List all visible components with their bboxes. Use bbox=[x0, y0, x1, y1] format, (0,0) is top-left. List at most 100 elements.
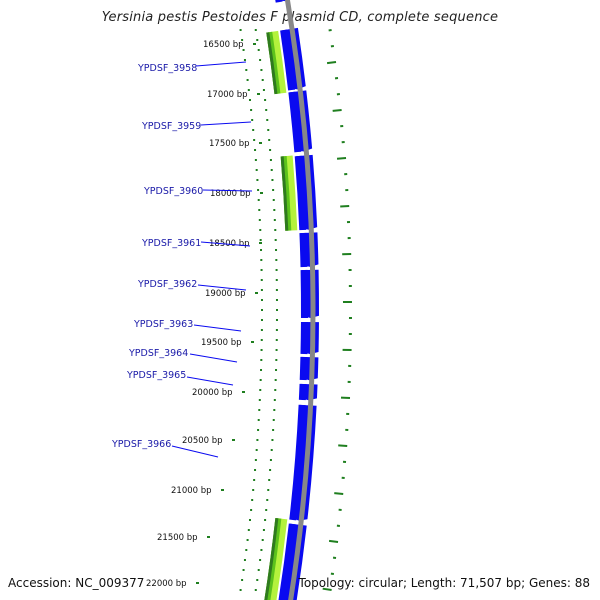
gene-leader-line bbox=[202, 189, 253, 192]
backbone-circle bbox=[284, 0, 316, 600]
track-dot bbox=[239, 29, 242, 31]
track-dash bbox=[334, 492, 344, 495]
track-dot bbox=[242, 49, 245, 51]
track-dot bbox=[260, 299, 263, 301]
gene-label: YPDSF_3965 bbox=[126, 370, 186, 381]
track-dot bbox=[250, 109, 253, 111]
track-dot bbox=[273, 409, 276, 411]
track-dot bbox=[254, 149, 257, 151]
track-dot bbox=[260, 369, 263, 371]
track-dot bbox=[254, 589, 257, 591]
track-dot bbox=[275, 369, 278, 371]
gene-leader-line bbox=[171, 445, 219, 458]
track-dot bbox=[268, 479, 271, 481]
track-dash bbox=[332, 109, 342, 112]
bp-tick-label: 22000 bp bbox=[146, 579, 187, 589]
track-dot bbox=[271, 179, 274, 181]
gene-arrow bbox=[276, 0, 288, 2]
track-dot bbox=[257, 569, 260, 571]
track-dot bbox=[272, 429, 275, 431]
track-dot bbox=[264, 99, 267, 101]
track-dot bbox=[261, 539, 264, 541]
track-dot bbox=[242, 569, 245, 571]
track-dot bbox=[265, 509, 268, 511]
track-dot bbox=[247, 89, 250, 91]
track-dot bbox=[245, 69, 248, 71]
bp-tick-mark bbox=[259, 142, 262, 144]
bp-tick-mark bbox=[253, 43, 256, 45]
track-dot bbox=[262, 89, 265, 91]
track-dot bbox=[259, 379, 262, 381]
track-dot bbox=[260, 69, 263, 71]
track-dot bbox=[239, 589, 242, 591]
track-dot bbox=[259, 229, 262, 231]
bp-tick-label: 21000 bp bbox=[171, 486, 212, 496]
gene-leader-line bbox=[186, 376, 234, 386]
gc-skew-track bbox=[264, 30, 298, 600]
track-dot bbox=[269, 469, 272, 471]
track-dot bbox=[260, 259, 263, 261]
track-dot bbox=[275, 299, 278, 301]
track-dot bbox=[273, 399, 276, 401]
track-dot bbox=[251, 119, 254, 121]
gc-dotted-tracks bbox=[239, 29, 278, 591]
track-dot bbox=[247, 529, 250, 531]
gene-label: YPDSF_3963 bbox=[133, 319, 193, 330]
track-dot bbox=[243, 559, 246, 561]
track-dot bbox=[271, 439, 274, 441]
backbone bbox=[284, 0, 316, 600]
track-dot bbox=[241, 579, 244, 581]
track-dot bbox=[260, 319, 263, 321]
track-dot bbox=[269, 459, 272, 461]
track-dot bbox=[261, 79, 264, 81]
track-dot bbox=[275, 319, 278, 321]
track-dot bbox=[257, 49, 260, 51]
track-dot bbox=[254, 29, 257, 31]
track-dot bbox=[272, 199, 275, 201]
track-dot bbox=[267, 129, 270, 131]
bp-tick-mark bbox=[259, 242, 262, 244]
track-dot bbox=[258, 409, 261, 411]
track-dot bbox=[248, 99, 251, 101]
track-dot bbox=[256, 439, 259, 441]
track-dot bbox=[273, 209, 276, 211]
track-dot bbox=[260, 549, 263, 551]
gene-leader-line bbox=[193, 324, 242, 332]
bp-tick-mark bbox=[221, 489, 224, 491]
track-dot bbox=[275, 269, 278, 271]
track-dot bbox=[259, 59, 262, 61]
track-dot bbox=[253, 479, 256, 481]
gc-bar bbox=[266, 32, 278, 95]
track-dot bbox=[275, 329, 278, 331]
bp-tick-mark bbox=[242, 391, 245, 393]
track-dot bbox=[274, 239, 277, 241]
gene-arrow bbox=[301, 269, 319, 319]
gene-labels: YPDSF_3958 YPDSF_3959 YPDSF_3960 YPDSF_3961… bbox=[111, 61, 253, 458]
track-dot bbox=[274, 379, 277, 381]
track-dot bbox=[265, 109, 268, 111]
bp-tick-mark bbox=[251, 341, 254, 343]
track-dot bbox=[274, 229, 277, 231]
track-dot bbox=[257, 429, 260, 431]
track-dot bbox=[261, 309, 263, 311]
track-dot bbox=[256, 579, 259, 581]
track-dot bbox=[262, 529, 265, 531]
track-dot bbox=[241, 39, 244, 41]
track-dot bbox=[260, 339, 263, 341]
track-dot bbox=[256, 179, 259, 181]
bp-tick-label: 17000 bp bbox=[207, 90, 248, 100]
bp-tick-mark bbox=[255, 292, 258, 294]
gene-leader-line bbox=[200, 121, 252, 126]
track-dot bbox=[255, 169, 258, 171]
track-dot bbox=[260, 349, 263, 351]
track-dot bbox=[260, 359, 263, 361]
bp-tick-label: 16500 bp bbox=[203, 40, 244, 50]
track-dot bbox=[259, 239, 262, 241]
track-dot bbox=[253, 139, 256, 141]
gene-leader-line bbox=[197, 284, 247, 291]
track-dot bbox=[264, 519, 267, 521]
track-dot bbox=[275, 259, 278, 261]
track-dot bbox=[276, 309, 278, 311]
track-dot bbox=[260, 329, 263, 331]
